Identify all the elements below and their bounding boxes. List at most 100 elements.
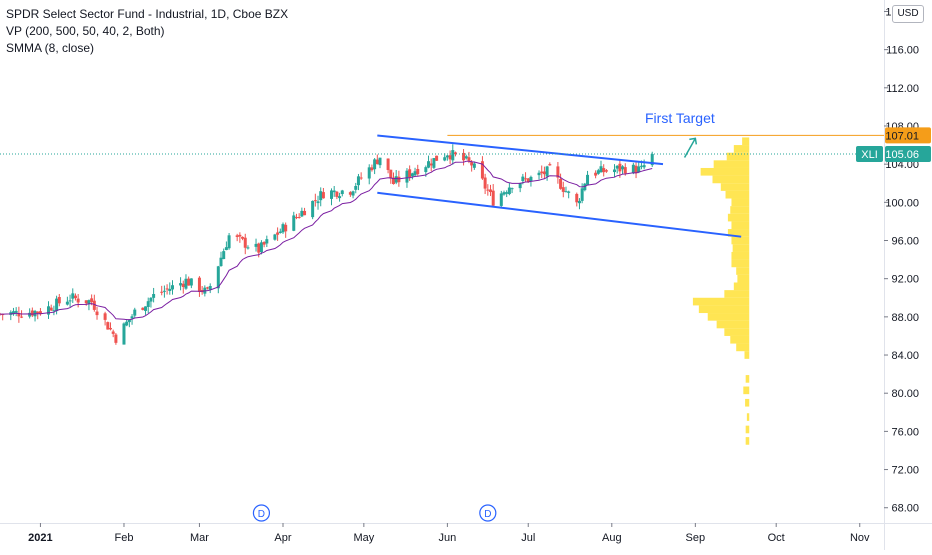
price-tick-label: 72.00 xyxy=(891,465,919,477)
dividend-marker[interactable] xyxy=(479,504,497,522)
candle-body xyxy=(227,235,231,249)
candle-body xyxy=(125,321,129,326)
volume-profile-bar xyxy=(727,229,750,237)
candle-body xyxy=(370,167,374,171)
candle-body xyxy=(84,300,88,304)
candle-body xyxy=(443,157,447,161)
candle-body xyxy=(106,322,110,330)
candle-body xyxy=(273,234,277,240)
time-tick-label: Aug xyxy=(602,532,622,544)
time-tick-label: Apr xyxy=(274,532,291,544)
legend-smma[interactable]: SMMA (8, close) xyxy=(6,41,95,55)
candle-body xyxy=(254,243,258,247)
candle-body xyxy=(219,257,223,267)
candle-body xyxy=(90,298,94,303)
candle-body xyxy=(294,217,298,219)
candle-body xyxy=(335,191,339,197)
target-price-tag-label: 107.01 xyxy=(885,130,919,142)
price-axis[interactable]: 68.00 72.00 76.00 80.00 84.00 88.00 92.00 96.00… xyxy=(884,0,919,550)
candle-body xyxy=(284,224,288,232)
volume-profile-bar xyxy=(746,413,750,421)
candle-body xyxy=(540,171,544,174)
candle-body xyxy=(319,191,323,201)
volume-profile-bar xyxy=(745,398,750,407)
candle-body xyxy=(300,210,304,217)
last-price-tag xyxy=(885,146,931,163)
candle-body xyxy=(594,172,598,176)
candle-body xyxy=(499,193,503,206)
time-tick-label: Sep xyxy=(686,532,706,544)
candle-body xyxy=(52,310,56,312)
candle-body xyxy=(575,193,579,203)
candle-body xyxy=(14,310,18,313)
dividend-marker[interactable] xyxy=(252,504,271,522)
candle-body xyxy=(408,169,412,177)
candle-body xyxy=(313,200,317,202)
candle-body xyxy=(187,278,191,286)
volume-profile-bar xyxy=(713,160,750,168)
candle-body xyxy=(545,166,549,177)
candle-body xyxy=(424,167,428,172)
price-tick-label: 104.00 xyxy=(885,159,919,171)
volume-profile-bar xyxy=(731,198,750,207)
volume-profile-bar xyxy=(745,375,750,383)
volume-profile-bar xyxy=(736,267,750,275)
currency-badge[interactable]: USD xyxy=(892,5,924,23)
candle-body xyxy=(489,189,493,193)
candle-body xyxy=(537,172,541,176)
candle-body xyxy=(216,266,220,289)
candle-body xyxy=(391,177,395,185)
candle-body xyxy=(413,171,417,176)
candle-body xyxy=(57,297,61,304)
time-axis[interactable]: 2021 Feb Mar Apr May Jun Jul Aug Sep Oct Nov xyxy=(0,523,932,544)
candle-body xyxy=(340,190,344,195)
candle-body xyxy=(367,167,371,179)
candle-body xyxy=(68,300,72,302)
time-tick-label: Jul xyxy=(521,532,535,544)
candle-body xyxy=(265,239,269,244)
volume-profile-bar xyxy=(736,343,750,352)
candle-body xyxy=(577,200,581,204)
candle-body xyxy=(38,311,42,315)
candle-body xyxy=(92,300,96,310)
candle-body xyxy=(405,170,409,183)
candle-body xyxy=(103,313,107,320)
candle-body xyxy=(76,298,80,303)
volume-profile-bar xyxy=(730,335,750,344)
candle-body xyxy=(596,170,600,174)
candle-body xyxy=(321,192,325,199)
volume-profile-bar xyxy=(692,297,750,306)
candle-body xyxy=(165,288,169,290)
candle-body xyxy=(141,307,145,310)
candle-body xyxy=(445,155,449,158)
candle-body xyxy=(351,191,355,196)
first-target-label: First Target xyxy=(645,110,715,126)
first-target-text: First Target xyxy=(645,110,715,126)
volume-profile-bar xyxy=(742,137,750,146)
price-tick-label: 80.00 xyxy=(891,388,919,400)
candle-body xyxy=(241,236,245,239)
candle-body xyxy=(526,178,530,183)
drawings xyxy=(0,134,884,238)
candle-body xyxy=(181,283,185,287)
legend-vp[interactable]: VP (200, 500, 50, 40, 2, Both) xyxy=(6,24,165,38)
candle-body xyxy=(316,201,320,204)
price-tick-label: 84.00 xyxy=(891,350,919,362)
volume-profile-bar xyxy=(733,145,750,153)
volume-profile-bar xyxy=(724,290,750,298)
candle-body xyxy=(510,188,514,190)
candle-body xyxy=(292,215,296,231)
candle-body xyxy=(338,196,342,199)
volume-profile-bar xyxy=(743,386,750,395)
candle-body xyxy=(448,155,452,160)
candle-body xyxy=(55,298,59,312)
dividend-marker-label: D xyxy=(258,509,265,520)
candle-body xyxy=(257,243,261,253)
candle-body xyxy=(567,191,571,193)
candle-body xyxy=(542,171,546,175)
candle-body xyxy=(470,162,474,166)
candle-body xyxy=(639,165,643,167)
candle-body xyxy=(184,278,188,289)
